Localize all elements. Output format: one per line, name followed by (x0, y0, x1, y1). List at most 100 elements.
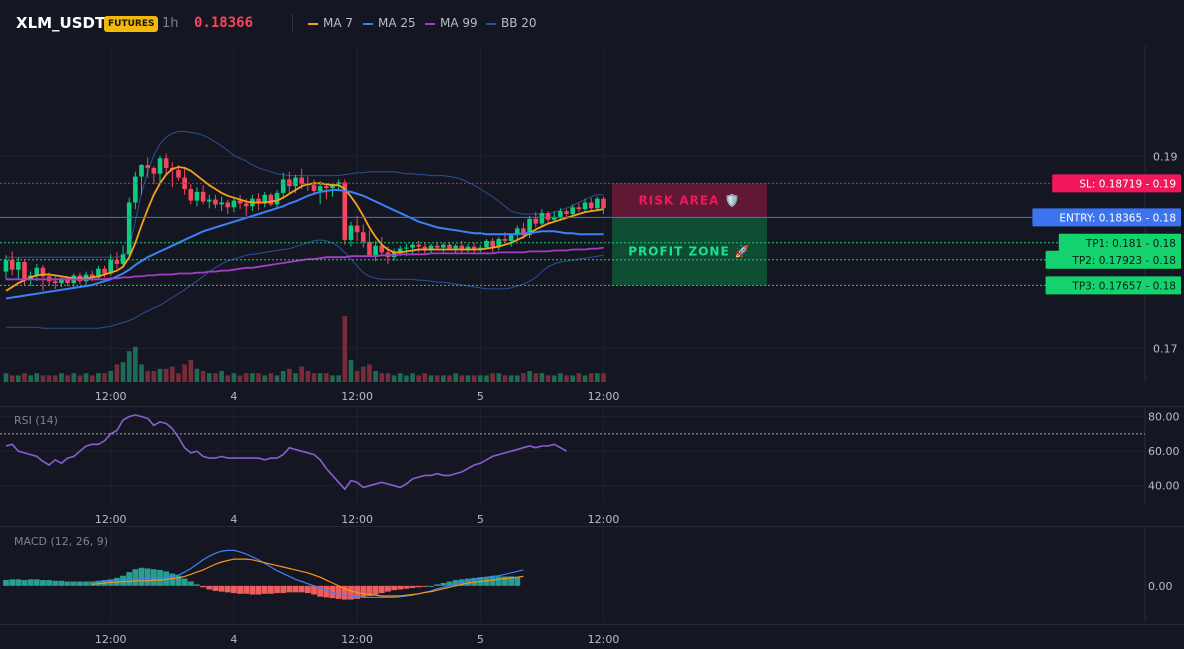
candle-body (52, 281, 58, 284)
volume-bar (237, 375, 243, 382)
macd-histogram-bar (391, 585, 397, 591)
time-tick-label: 12:00 (588, 633, 620, 646)
volume-bar (465, 375, 471, 382)
candle-body (342, 182, 348, 240)
volume-bar (188, 360, 194, 382)
entry-level-label: ENTRY: 0.18365 - 0.18 (1059, 212, 1176, 224)
candle-body (434, 245, 440, 248)
candle-body (379, 245, 385, 253)
macd-histogram-bar (409, 585, 416, 589)
tp2-level-tag (1045, 250, 1181, 269)
candle-body (539, 213, 545, 224)
volume-bar (471, 375, 477, 382)
candle-body (237, 200, 243, 204)
volume-bar (280, 371, 286, 382)
candle-body (354, 225, 360, 233)
volume-bar (219, 371, 224, 382)
tp1-level-label: TP1: 0.181 - 0.18 (1085, 238, 1176, 250)
volume-bar (551, 375, 557, 382)
macd-signal-line (92, 558, 524, 597)
volume-bar (170, 366, 175, 382)
sl-level-tag (1052, 174, 1181, 193)
volume-bar (243, 373, 249, 382)
candle-body (496, 238, 502, 247)
candle-body (564, 211, 569, 214)
timeframe-label[interactable]: 1h (162, 16, 179, 31)
candle-body (120, 254, 126, 264)
bb-lower-line (6, 239, 604, 329)
volume-bar (434, 375, 440, 382)
volume-bar (46, 375, 52, 382)
price-tick-label: 0.17 (1153, 342, 1178, 355)
volume-bar (139, 364, 144, 382)
header-divider (292, 14, 293, 32)
candle-body (397, 248, 403, 253)
candle-body (348, 225, 354, 240)
volume-bar (213, 373, 218, 382)
macd-histogram-bar (255, 585, 262, 595)
macd-histogram-bar (58, 580, 65, 586)
candle-body (22, 262, 27, 280)
macd-histogram-bar (267, 585, 274, 594)
macd-histogram-bar (163, 571, 170, 586)
macd-histogram-bar (89, 581, 96, 586)
macd-histogram-bar (434, 584, 441, 586)
volume-bar (558, 373, 563, 382)
volume-bar (379, 373, 385, 382)
volume-bar (360, 366, 366, 382)
legend-bb20[interactable]: BB 20 (486, 16, 537, 30)
volume-bar (77, 375, 83, 382)
macd-histogram-bar (3, 580, 9, 586)
macd-histogram-bar (397, 585, 404, 590)
macd-histogram-bar (46, 580, 53, 586)
volume-bar (126, 351, 132, 382)
legend-ma99[interactable]: MA 99 (425, 16, 478, 30)
macd-histogram-bar (280, 585, 287, 594)
macd-histogram-bar (274, 585, 280, 594)
sl-level-label: SL: 0.18719 - 0.19 (1079, 178, 1176, 190)
candle-body (330, 184, 335, 189)
candle-body (558, 211, 563, 217)
volume-bar (299, 366, 304, 382)
volume-bar (34, 373, 40, 382)
candle-body (422, 246, 428, 251)
volume-bar (478, 375, 483, 382)
volume-bar (428, 375, 434, 382)
candle-body (151, 167, 157, 174)
macd-histogram-bar (231, 585, 237, 594)
volume-bar (305, 371, 311, 382)
macd-histogram-bar (372, 585, 379, 595)
legend-ma25[interactable]: MA 25 (363, 16, 416, 30)
macd-histogram-bar (64, 581, 71, 586)
price-tick-label: 0.19 (1153, 150, 1178, 163)
volume-bar (145, 371, 150, 382)
volume-bar (447, 375, 452, 382)
volume-bar (422, 373, 428, 382)
legend-ma7[interactable]: MA 7 (308, 16, 353, 30)
candle-body (16, 262, 21, 270)
candle-body (157, 158, 163, 174)
volume-bar (404, 375, 409, 382)
volume-bar (3, 373, 9, 382)
volume-bar (397, 373, 403, 382)
rsi-tick-label: 60.00 (1148, 445, 1180, 458)
candle-body (576, 207, 582, 210)
volume-bar (354, 371, 360, 382)
macd-histogram-bar (446, 581, 453, 586)
volume-bar (416, 375, 422, 382)
time-tick-label: 5 (477, 633, 484, 646)
candle-body (490, 240, 495, 247)
symbol-title[interactable]: XLM_USDT (16, 14, 106, 32)
macd-histogram-bar (502, 576, 508, 586)
macd-histogram-bar (200, 585, 207, 588)
time-tick-label: 12:00 (95, 390, 127, 403)
macd-line (92, 549, 524, 598)
candle-body (274, 192, 280, 205)
volume-bar (484, 375, 489, 382)
candle-body (200, 191, 206, 202)
macd-histogram-bar (385, 585, 391, 592)
candle-body (404, 247, 409, 249)
macd-histogram-bar (52, 580, 59, 586)
pane-separator (0, 406, 1184, 407)
